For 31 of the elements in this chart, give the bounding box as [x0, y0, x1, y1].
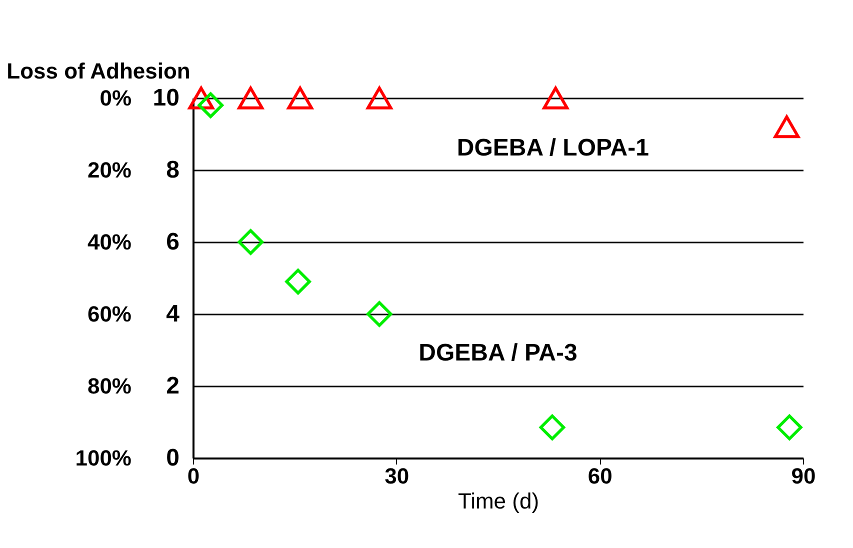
point — [366, 301, 392, 327]
point — [198, 92, 224, 118]
x-tick-label: 60 — [588, 464, 612, 488]
point — [287, 86, 313, 110]
y-tick-label: 4 — [166, 300, 180, 328]
series-label: DGEBA / LOPA-1 — [456, 134, 649, 162]
y2-tick-label: 20% — [87, 158, 132, 182]
point — [285, 268, 311, 294]
y-tick-label: 10 — [152, 84, 180, 112]
point — [238, 229, 264, 255]
point — [774, 115, 800, 138]
series-label: DGEBA / PA-3 — [418, 340, 578, 367]
y-tick-label: 6 — [166, 228, 180, 256]
point — [238, 86, 264, 110]
x-tick-label: 30 — [384, 464, 410, 488]
x-axis-title: Time (d) — [458, 488, 540, 514]
y-tick-label: 2 — [166, 372, 180, 400]
y-tick-label: 8 — [166, 156, 180, 184]
y2-tick-label: 80% — [87, 374, 132, 398]
y-tick-label: 0 — [166, 444, 180, 472]
y2-tick-label: 60% — [87, 302, 132, 326]
point — [776, 414, 802, 440]
point — [539, 414, 566, 440]
y2-tick-label: 40% — [87, 230, 132, 254]
point — [542, 86, 569, 110]
x-tick-label: 90 — [791, 464, 816, 488]
point — [366, 86, 392, 110]
y2-tick-label: 100% — [75, 446, 132, 470]
y2-axis-title: Loss of Adhesion — [6, 58, 190, 84]
y2-tick-label: 0% — [100, 86, 132, 110]
x-tick-label: 0 — [187, 464, 200, 488]
